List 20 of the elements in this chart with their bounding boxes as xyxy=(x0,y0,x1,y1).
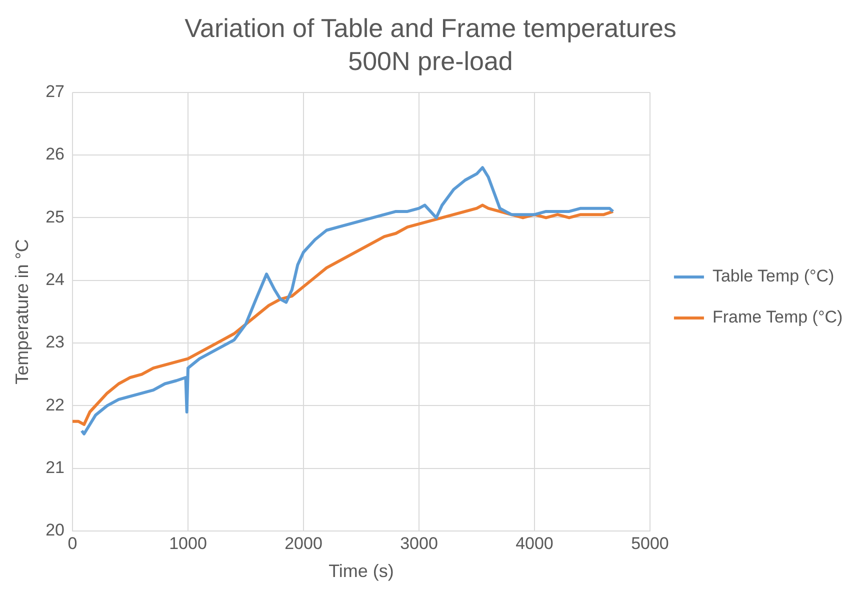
legend-label: Table Temp (°C) xyxy=(712,266,834,286)
x-tick-label: 0 xyxy=(68,534,78,553)
x-tick-label: 5000 xyxy=(631,534,669,553)
y-tick-label: 22 xyxy=(46,395,65,414)
chart-title: Variation of Table and Frame temperatures xyxy=(184,12,676,43)
y-tick-label: 25 xyxy=(46,207,65,226)
legend-label: Frame Temp (°C) xyxy=(712,308,843,327)
y-tick-label: 24 xyxy=(46,270,65,290)
y-tick-label: 23 xyxy=(46,332,65,352)
chart-subtitle: 500N pre-load xyxy=(348,46,513,76)
y-axis-title: Temperature in °C xyxy=(12,239,32,384)
x-tick-label: 2000 xyxy=(284,534,322,553)
x-tick-label: 3000 xyxy=(400,534,438,553)
x-tick-label: 1000 xyxy=(169,534,207,553)
x-tick-label: 4000 xyxy=(516,534,554,553)
y-tick-label: 27 xyxy=(46,82,65,102)
y-tick-label: 20 xyxy=(46,520,65,540)
x-axis-title: Time (s) xyxy=(328,561,394,582)
y-tick-label: 21 xyxy=(46,458,65,478)
y-tick-label: 26 xyxy=(46,144,65,164)
